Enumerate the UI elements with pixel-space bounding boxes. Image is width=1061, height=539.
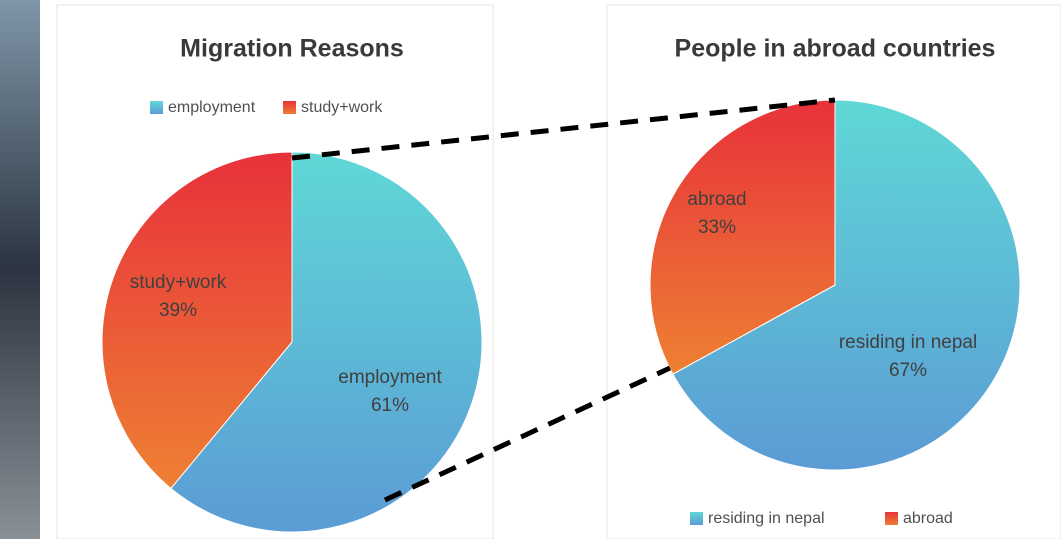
pie-slice xyxy=(672,99,1021,471)
data-label: residing in nepal 67% xyxy=(839,332,977,381)
legend-label: abroad xyxy=(903,510,953,527)
legend-swatch xyxy=(150,101,163,114)
legend-label: residing in nepal xyxy=(708,510,825,527)
background-photo xyxy=(0,0,40,539)
data-label: abroad 33% xyxy=(687,189,746,238)
data-label-category: employment xyxy=(338,367,442,388)
connector-line xyxy=(291,97,836,161)
legend-label: study+work xyxy=(301,99,383,116)
data-label-category: abroad xyxy=(687,189,746,210)
connector-line xyxy=(383,365,672,503)
pie-slice xyxy=(101,151,293,490)
data-label: study+work 39% xyxy=(130,272,227,321)
data-label-value: 33% xyxy=(698,217,736,238)
data-label-value: 67% xyxy=(889,360,927,381)
data-label-value: 39% xyxy=(159,300,197,321)
chart-title: Migration Reasons xyxy=(180,35,404,63)
legend-swatch xyxy=(690,512,703,525)
data-label-category: residing in nepal xyxy=(839,332,977,353)
charts: Migration Reasons employment 61% study+work… xyxy=(101,35,1021,533)
pie-slice xyxy=(170,151,483,533)
chart-title: People in abroad countries xyxy=(675,35,996,63)
legend-swatch xyxy=(885,512,898,525)
data-label: employment 61% xyxy=(338,367,442,416)
legend-label: employment xyxy=(168,99,256,116)
data-label-value: 61% xyxy=(371,395,409,416)
legend-swatch xyxy=(283,101,296,114)
data-label-category: study+work xyxy=(130,272,227,293)
